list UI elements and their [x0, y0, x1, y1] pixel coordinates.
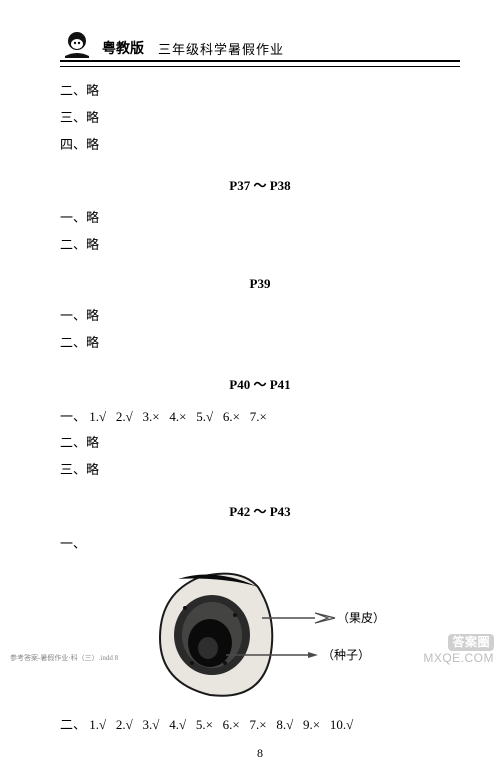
omit-line: 二、略 — [60, 235, 460, 256]
answer-item: 8.√ — [276, 717, 293, 732]
watermark-brand: 答案圈 — [448, 634, 494, 650]
watermark: 答案圈 MXQE.COM — [423, 634, 494, 665]
omit-line: 一、略 — [60, 306, 460, 327]
omit-line: 三、略 — [60, 108, 460, 129]
answer-item: 2.√ — [116, 717, 133, 732]
header-underline — [60, 66, 460, 67]
title-label: 三年级科学暑假作业 — [158, 39, 284, 58]
answer-line-p40: 一、 1.√ 2.√ 3.× 4.× 5.√ 6.× 7.× — [60, 407, 460, 428]
omit-line: 二、略 — [60, 81, 460, 102]
answer-line-p42: 二、 1.√ 2.√ 3.√ 4.√ 5.× 6.× 7.× 8.√ 9.× 1… — [60, 715, 460, 736]
answer-item: 7.× — [250, 409, 267, 424]
answer-item: 3.× — [143, 409, 160, 424]
answer-item: 10.√ — [330, 717, 353, 732]
answer-item: 6.× — [223, 409, 240, 424]
fruit-svg: （果皮） （种子） — [130, 563, 390, 703]
version-label: 粤教版 — [102, 38, 144, 58]
answer-item: 6.× — [223, 717, 240, 732]
omit-line: 二、略 — [60, 433, 460, 454]
section-heading: P42 ～ P43 — [60, 501, 460, 520]
answer-item: 3.√ — [143, 717, 160, 732]
omit-line: 一、略 — [60, 208, 460, 229]
seed-label: （种子） — [322, 648, 370, 662]
answer-item: 9.× — [303, 717, 320, 732]
answer-item: 5.× — [196, 717, 213, 732]
page-number: 8 — [60, 746, 460, 761]
omit-line: 四、略 — [60, 135, 460, 156]
watermark-site: MXQE.COM — [423, 651, 494, 665]
answer-item: 2.√ — [116, 409, 133, 424]
answer-item: 1.√ — [89, 717, 106, 732]
answer-item: 4.√ — [169, 717, 186, 732]
fruit-diagram: （果皮） （种子） — [60, 563, 460, 707]
section-heading: P40 ～ P41 — [60, 374, 460, 393]
section-heading: P39 — [60, 276, 460, 292]
answer-item: 7.× — [250, 717, 267, 732]
section-heading: P37 ～ P38 — [60, 175, 460, 194]
answer-item: 5.√ — [196, 409, 213, 424]
page-header: 粤教版 三年级科学暑假作业 — [60, 30, 460, 62]
omit-line: 二、略 — [60, 333, 460, 354]
q1-label: 一、 — [60, 534, 460, 555]
pericarp-label: （果皮） — [337, 611, 385, 625]
answer-item: 4.× — [169, 409, 186, 424]
answer-item: 1.√ — [89, 409, 106, 424]
answer-prefix: 二、 — [60, 717, 86, 732]
omit-line: 三、略 — [60, 460, 460, 481]
avatar-icon — [60, 30, 94, 58]
footer-tiny: 参考答案-暑假作业·科（三）.indd 8 — [10, 653, 118, 663]
answer-prefix: 一、 — [60, 409, 86, 424]
